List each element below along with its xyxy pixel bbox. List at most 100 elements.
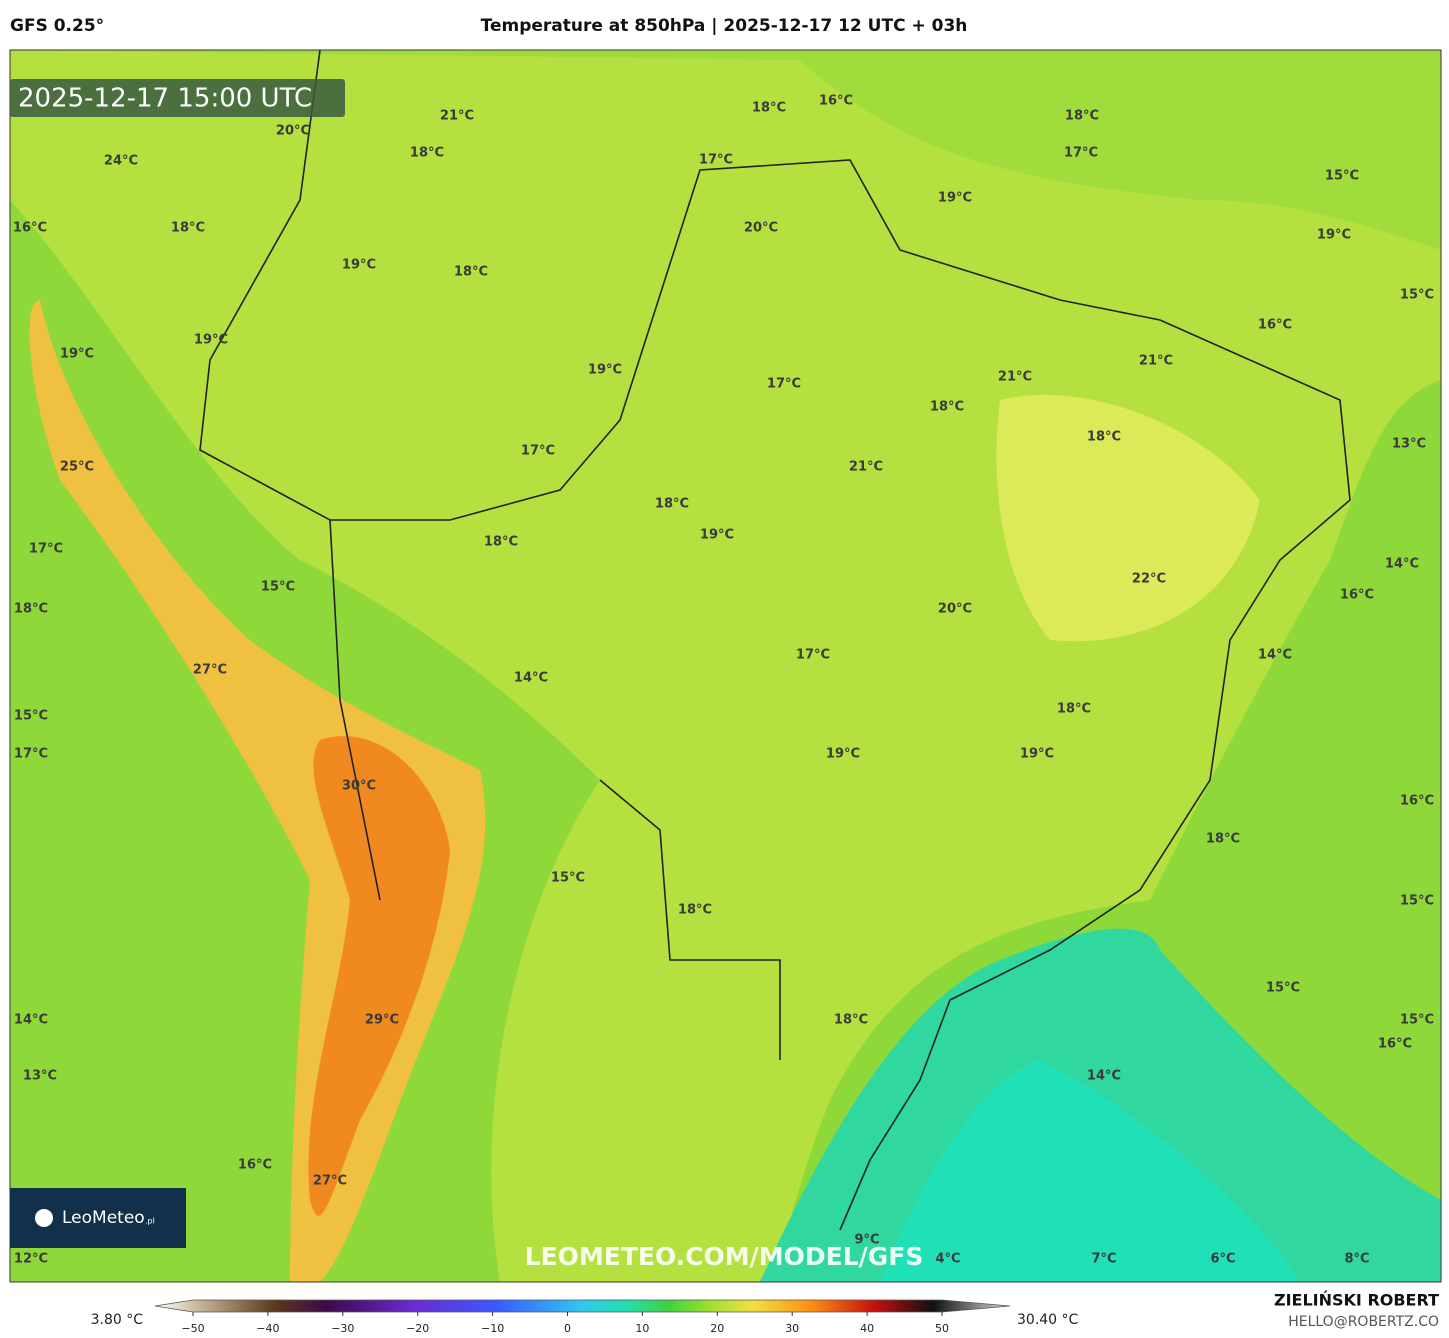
temperature-label: 15°C [1266, 981, 1300, 996]
temperature-label: 18°C [14, 602, 48, 617]
temperature-label: 19°C [1020, 747, 1054, 762]
colorbar-tick-label: 0 [564, 1322, 571, 1335]
author: ZIELIŃSKI ROBERT [1274, 1291, 1439, 1310]
colorbar-tick-label: 40 [860, 1322, 874, 1335]
temperature-label: 19°C [60, 347, 94, 362]
temperature-label: 16°C [1400, 794, 1434, 809]
temperature-label: 19°C [826, 747, 860, 762]
temperature-label: 13°C [1392, 437, 1426, 452]
temperature-label: 18°C [655, 497, 689, 512]
temperature-label: 22°C [1132, 572, 1166, 587]
temperature-label: 18°C [930, 400, 964, 415]
temperature-label: 15°C [14, 709, 48, 724]
logo-sun [35, 1209, 53, 1227]
temperature-label: 7°C [1091, 1252, 1116, 1267]
colorbar-tick-label: 50 [935, 1322, 949, 1335]
colorbar-tick-label: −10 [481, 1322, 504, 1335]
temperature-label: 21°C [1139, 354, 1173, 369]
temperature-label: 4°C [935, 1252, 960, 1267]
temperature-label: 17°C [29, 542, 63, 557]
temperature-label: 15°C [261, 580, 295, 595]
temperature-label: 20°C [938, 602, 972, 617]
colorbar [154, 1299, 1011, 1313]
model-name: GFS 0.25° [10, 16, 104, 36]
temperature-label: 16°C [13, 221, 47, 236]
temperature-label: 15°C [551, 871, 585, 886]
temperature-label: 18°C [454, 265, 488, 280]
temperature-label: 14°C [1087, 1069, 1121, 1084]
logo: LeoMeteo [62, 1208, 145, 1228]
logo-suffix: .pl [145, 1217, 155, 1226]
temperature-label: 15°C [1400, 288, 1434, 303]
temperature-label: 15°C [1325, 169, 1359, 184]
temperature-label: 16°C [238, 1158, 272, 1173]
temperature-label: 19°C [342, 258, 376, 273]
temperature-label: 17°C [521, 444, 555, 459]
temperature-label: 6°C [1210, 1252, 1235, 1267]
temperature-label: 19°C [588, 363, 622, 378]
temperature-label: 17°C [796, 648, 830, 663]
temperature-label: 29°C [365, 1013, 399, 1028]
temperature-label: 17°C [699, 153, 733, 168]
temperature-label: 14°C [1258, 648, 1292, 663]
colorbar-tick-label: 20 [710, 1322, 724, 1335]
colorbar-max: 30.40 °C [1017, 1312, 1079, 1328]
temperature-label: 18°C [678, 903, 712, 918]
map-title: Temperature at 850hPa | 2025-12-17 12 UT… [481, 16, 968, 36]
temperature-label: 24°C [104, 154, 138, 169]
temperature-label: 21°C [998, 370, 1032, 385]
ocean-coldest [880, 1060, 1300, 1282]
temperature-label: 18°C [1206, 832, 1240, 847]
temperature-label: 17°C [767, 377, 801, 392]
temperature-label: 18°C [1065, 109, 1099, 124]
temperature-label: 19°C [1317, 228, 1351, 243]
temperature-label: 14°C [14, 1013, 48, 1028]
temperature-label: 16°C [1340, 588, 1374, 603]
temperature-label: 16°C [819, 94, 853, 109]
email: HELLO@ROBERTZ.CO [1288, 1314, 1439, 1330]
temperature-label: 17°C [1064, 146, 1098, 161]
temperature-label: 18°C [484, 535, 518, 550]
timestamp-box [10, 79, 345, 117]
temperature-label: 19°C [938, 191, 972, 206]
borders [199, 50, 1351, 1231]
colorbar-min: 3.80 °C [91, 1312, 144, 1328]
temperature-label: 27°C [313, 1174, 347, 1189]
temperature-label: 16°C [1258, 318, 1292, 333]
temperature-label: 21°C [849, 460, 883, 475]
temperature-label: 14°C [514, 671, 548, 686]
colorbar-tick-label: 30 [785, 1322, 799, 1335]
temperature-label: 30°C [342, 779, 376, 794]
temperature-label: 27°C [193, 663, 227, 678]
temperature-label: 20°C [276, 124, 310, 139]
temperature-label: 12°C [14, 1252, 48, 1267]
temperature-label: 9°C [854, 1233, 879, 1248]
land-region [10, 50, 1441, 1282]
temperature-label: 15°C [1400, 1013, 1434, 1028]
temperature-label: 16°C [1378, 1037, 1412, 1052]
temperature-label: 19°C [194, 333, 228, 348]
map-frame [9, 49, 1442, 1283]
temperature-label: 15°C [1400, 894, 1434, 909]
temperature-label: 18°C [1087, 430, 1121, 445]
temperature-label: 25°C [60, 460, 94, 475]
temperature-label: 18°C [752, 101, 786, 116]
map: 20°C 21°C 18°C 24°C 18°C 16°C 17°C 18°C 17°C 15°C… [10, 50, 1441, 1282]
andes-hot [308, 736, 450, 1216]
temperature-label: 17°C [14, 747, 48, 762]
colorbar-tick-label: −50 [181, 1322, 204, 1335]
temperature-label: 8°C [1344, 1252, 1369, 1267]
temperature-label: 18°C [171, 221, 205, 236]
colorbar-tick-label: −20 [406, 1322, 429, 1335]
colorbar-tick-label: 10 [635, 1322, 649, 1335]
temperature-label: 21°C [440, 109, 474, 124]
timestamp: 2025-12-17 15:00 UTC [18, 84, 312, 114]
watermark: LEOMETEO.COM/MODEL/GFS [525, 1242, 924, 1271]
temperature-label: 14°C [1385, 557, 1419, 572]
temperature-label: 18°C [410, 146, 444, 161]
colorbar-tick-label: −30 [331, 1322, 354, 1335]
colorbar-tick-label: −40 [256, 1322, 279, 1335]
temperature-label: 19°C [700, 528, 734, 543]
ocean-north [10, 50, 1441, 250]
